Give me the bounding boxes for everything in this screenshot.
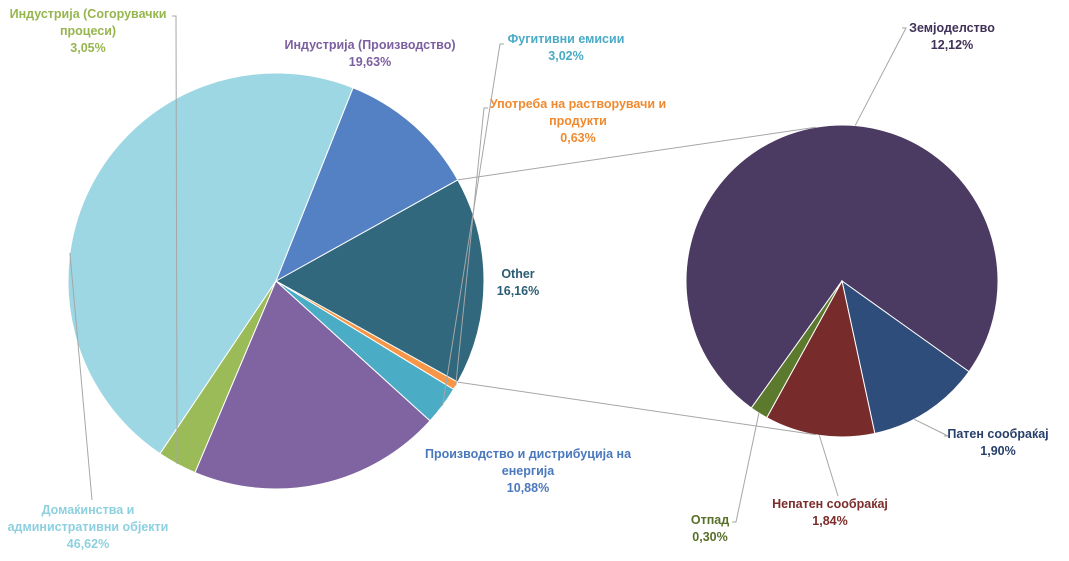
main-slice-1	[274, 179, 485, 383]
label-households: Домаќинства и административни објекти 46,6…	[8, 503, 169, 551]
leader-households	[69, 252, 93, 501]
label-industry-combustion: Индустрија (Согорувачки процеси) 3,05%	[10, 7, 167, 55]
main-slice-3	[67, 72, 354, 455]
label-fugitive: Фугитивни емисии 3,02%	[508, 32, 625, 63]
label-road-transport: Патен сообраќај 1,90%	[947, 427, 1048, 458]
main-slice-5	[194, 280, 431, 490]
label-industry-production: Индустрија (Производство) 19,63%	[284, 38, 455, 69]
leader-waste	[732, 412, 760, 523]
leader-agriculture	[854, 27, 907, 126]
leader-solvents	[455, 107, 488, 386]
leader-industry-combustion	[172, 15, 178, 464]
secondary-slice-1	[685, 124, 999, 409]
leader-fugitive	[442, 43, 504, 406]
secondary-slice-3	[766, 279, 876, 438]
label-waste: Отпад 0,30%	[691, 513, 729, 544]
label-solvents: Употреба на растворувачи и продукти 0,63%	[490, 97, 666, 145]
label-other: Other 16,16%	[497, 267, 539, 298]
leader-nonroad-transport	[818, 435, 839, 497]
leader-road-transport	[914, 418, 949, 437]
connector-line-top	[457, 126, 816, 181]
main-slice-2	[275, 87, 459, 283]
secondary-slice-2	[841, 279, 970, 435]
label-agriculture: Земјоделство 12,12%	[909, 21, 995, 52]
label-nonroad-transport: Непатен сообраќај 1,84%	[772, 497, 888, 528]
label-energy: Производство и дистрибуција на енергија 10…	[425, 447, 632, 495]
